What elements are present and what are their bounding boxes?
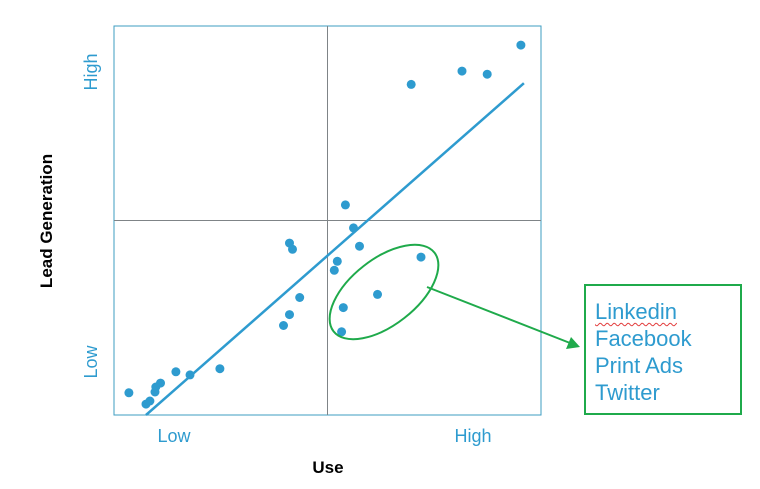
callout-item-twitter: Twitter — [595, 380, 660, 405]
data-point-22 — [373, 289, 382, 299]
data-point-24 — [406, 79, 416, 89]
data-point-10 — [279, 321, 288, 330]
callout-item-print-ads: Print Ads — [595, 353, 684, 378]
data-point-7 — [171, 367, 181, 377]
callout-item-linkedin: Linkedin — [595, 298, 740, 325]
data-point-15 — [329, 265, 339, 275]
x-axis-title: Use — [312, 458, 343, 477]
y-axis-title: Lead Generation — [37, 154, 56, 288]
data-point-1 — [124, 388, 134, 398]
data-point-14 — [288, 244, 297, 254]
callout-arrowhead — [566, 337, 580, 349]
data-point-27 — [516, 40, 526, 50]
data-point-11 — [285, 310, 294, 320]
data-point-23 — [416, 252, 426, 262]
x-tick-label-high: High — [454, 426, 491, 446]
points-layer — [124, 40, 526, 409]
y-tick-label-high: High — [81, 53, 101, 90]
trendline — [145, 82, 525, 416]
callout-item-facebook: Facebook — [595, 326, 692, 351]
data-point-16 — [332, 256, 342, 266]
data-point-21 — [355, 241, 364, 251]
data-point-25 — [457, 66, 467, 76]
data-point-3 — [145, 396, 155, 406]
data-point-9 — [215, 364, 225, 374]
data-point-26 — [482, 69, 492, 79]
x-tick-label-low: Low — [157, 426, 191, 446]
highlight-ellipse — [328, 243, 440, 341]
data-point-18 — [338, 303, 348, 313]
callout-arrow-line — [426, 286, 571, 344]
callout-box: Linkedin Facebook Print Ads Twitter — [584, 284, 742, 415]
y-tick-label-low: Low — [81, 344, 101, 378]
callout-item-linkedin-text: Linkedin — [595, 299, 677, 324]
data-point-12 — [295, 293, 305, 302]
data-point-6 — [156, 378, 165, 388]
data-point-19 — [340, 200, 350, 210]
data-point-17 — [337, 327, 347, 337]
